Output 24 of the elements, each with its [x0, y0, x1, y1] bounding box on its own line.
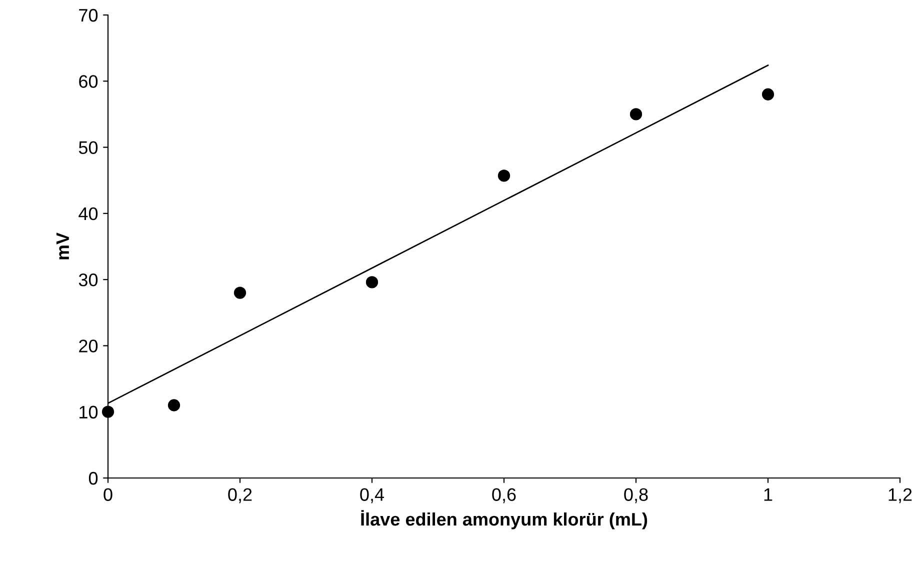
y-tick-label: 0 [88, 472, 98, 485]
point [168, 399, 180, 412]
x-tick-label: 1,2 [888, 488, 912, 504]
point [762, 88, 774, 100]
x-tick-label: 0 [104, 488, 112, 501]
point [102, 406, 114, 418]
y-tick-label: 10 [80, 406, 98, 419]
x-tick-label: 0,4 [360, 488, 384, 504]
y-tick-label: 70 [79, 8, 98, 22]
x-tick-label: 0,6 [492, 488, 516, 504]
point [234, 286, 246, 299]
y-tick-label: 50 [78, 141, 98, 154]
point [366, 276, 378, 288]
point [630, 108, 642, 120]
y-tick-label: 60 [79, 75, 98, 88]
x-tick-label: 0,2 [228, 488, 252, 504]
y-tick-label: 40 [78, 207, 98, 220]
point [498, 170, 510, 182]
y-tick-label: 20 [79, 340, 98, 352]
x-tick-label: 1 [764, 488, 772, 501]
x-tick-label: 0,8 [624, 488, 648, 504]
y-tick-label: 30 [78, 274, 98, 286]
x-axis-title: İlave edilen amonyum klorür (mL) [361, 510, 648, 530]
y-axis-title: mV [56, 232, 69, 260]
